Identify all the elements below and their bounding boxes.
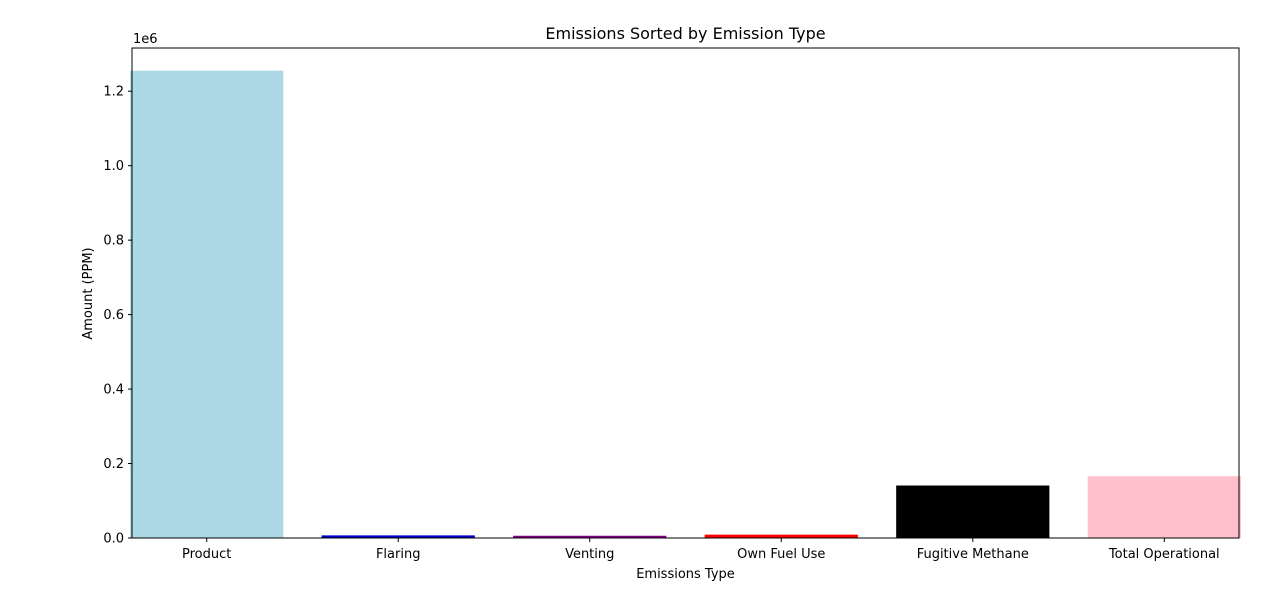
- x-tick-label: Product: [182, 547, 231, 562]
- bar-own-fuel-use: [704, 534, 858, 538]
- y-axis-label: Amount (PPM): [81, 247, 96, 339]
- bar-total-operational: [1087, 476, 1241, 538]
- x-ticks-group: Product Flaring Venting Own Fuel Use Fugitiv…: [182, 538, 1220, 562]
- x-tick-label: Own Fuel Use: [737, 547, 825, 562]
- bar-fugitive-methane: [896, 485, 1050, 538]
- y-tick-label: 1.2: [103, 85, 124, 100]
- x-tick-label: Venting: [565, 547, 614, 562]
- x-tick-label: Total Operational: [1108, 547, 1220, 562]
- y-tick-label: 0.4: [103, 383, 124, 398]
- x-tick-label: Flaring: [376, 547, 421, 562]
- x-tick-label: Fugitive Methane: [917, 547, 1029, 562]
- bar-product: [130, 70, 284, 538]
- y-tick-label: 0.0: [103, 532, 124, 547]
- bar-flaring: [321, 535, 475, 538]
- bar-venting: [513, 535, 667, 538]
- y-tick-label: 0.6: [103, 308, 124, 323]
- y-ticks-group: 0.0 0.2 0.4 0.6 0.8 1.0 1.2: [103, 85, 132, 547]
- plot-frame: [131, 47, 1240, 539]
- y-offset-label: 1e6: [133, 32, 158, 47]
- bars-group: [130, 70, 1241, 538]
- y-tick-label: 1.0: [103, 159, 124, 174]
- y-tick-label: 0.2: [103, 457, 124, 472]
- y-tick-label: 0.8: [103, 234, 124, 249]
- x-axis-label: Emissions Type: [636, 567, 735, 582]
- chart-title: Emissions Sorted by Emission Type: [545, 24, 825, 43]
